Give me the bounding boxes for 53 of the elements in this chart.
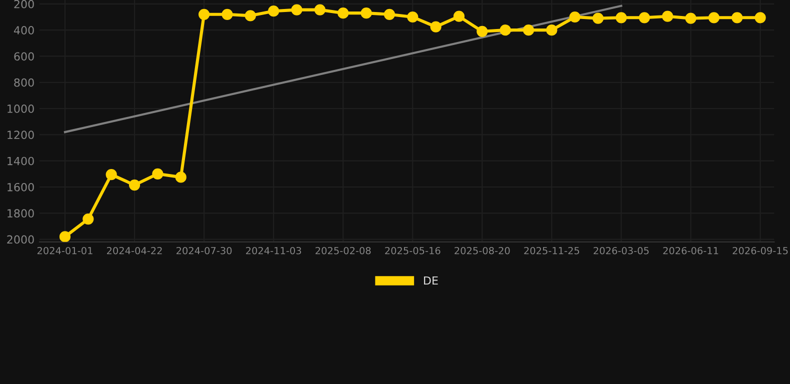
point [754, 12, 766, 24]
point [198, 8, 210, 20]
point [384, 8, 396, 20]
point [338, 8, 349, 19]
point [244, 10, 256, 22]
y-tick-label: 600 [14, 52, 34, 61]
x-tick-label: 2024-07-30 [176, 246, 232, 254]
point [268, 6, 280, 17]
point [128, 179, 140, 191]
point [546, 24, 558, 36]
point [569, 11, 580, 23]
point [291, 4, 302, 16]
point [732, 12, 743, 24]
x-tick-label: 2024-01-01 [37, 246, 92, 254]
point [500, 24, 511, 36]
x-tick-label: 2025-08-20 [454, 246, 510, 254]
y-tick-label: 1600 [8, 182, 34, 192]
y-tick-label: 1200 [8, 130, 34, 140]
point [522, 24, 534, 36]
x-tick-label: 2026-03-05 [594, 246, 649, 254]
y-tick-label: 800 [14, 78, 34, 87]
y-tick-label: 1000 [8, 104, 34, 113]
legend-label: DE [424, 276, 438, 285]
point [708, 12, 720, 24]
point [638, 12, 650, 24]
x-tick-label: 2024-04-22 [106, 246, 162, 254]
point [616, 12, 627, 24]
point [407, 11, 418, 23]
x-tick-label: 2025-02-08 [316, 246, 371, 254]
y-tick-label: 200 [14, 0, 34, 8]
point [453, 10, 465, 22]
point [685, 12, 696, 24]
point [82, 213, 94, 225]
point [592, 12, 604, 24]
point [175, 172, 186, 183]
x-tick-label: 2025-11-25 [524, 246, 580, 254]
y-tick-label: 2000 [7, 235, 34, 244]
y-tick-label: 1400 [8, 156, 34, 166]
x-tick-label: 2024-11-03 [246, 246, 302, 254]
point [360, 8, 372, 19]
point [152, 168, 164, 180]
point [430, 21, 442, 32]
point [222, 8, 233, 20]
x-tick-label: 2026-06-11 [663, 246, 718, 254]
y-tick-label: 400 [14, 26, 34, 34]
x-tick-label: 2026-09-15 [732, 246, 788, 254]
point [476, 26, 488, 37]
point [662, 10, 674, 22]
y-tick-label: 1800 [8, 209, 34, 218]
point [314, 4, 326, 16]
point [106, 169, 117, 180]
x-tick-label: 2025-05-16 [385, 246, 440, 254]
point [59, 231, 71, 242]
